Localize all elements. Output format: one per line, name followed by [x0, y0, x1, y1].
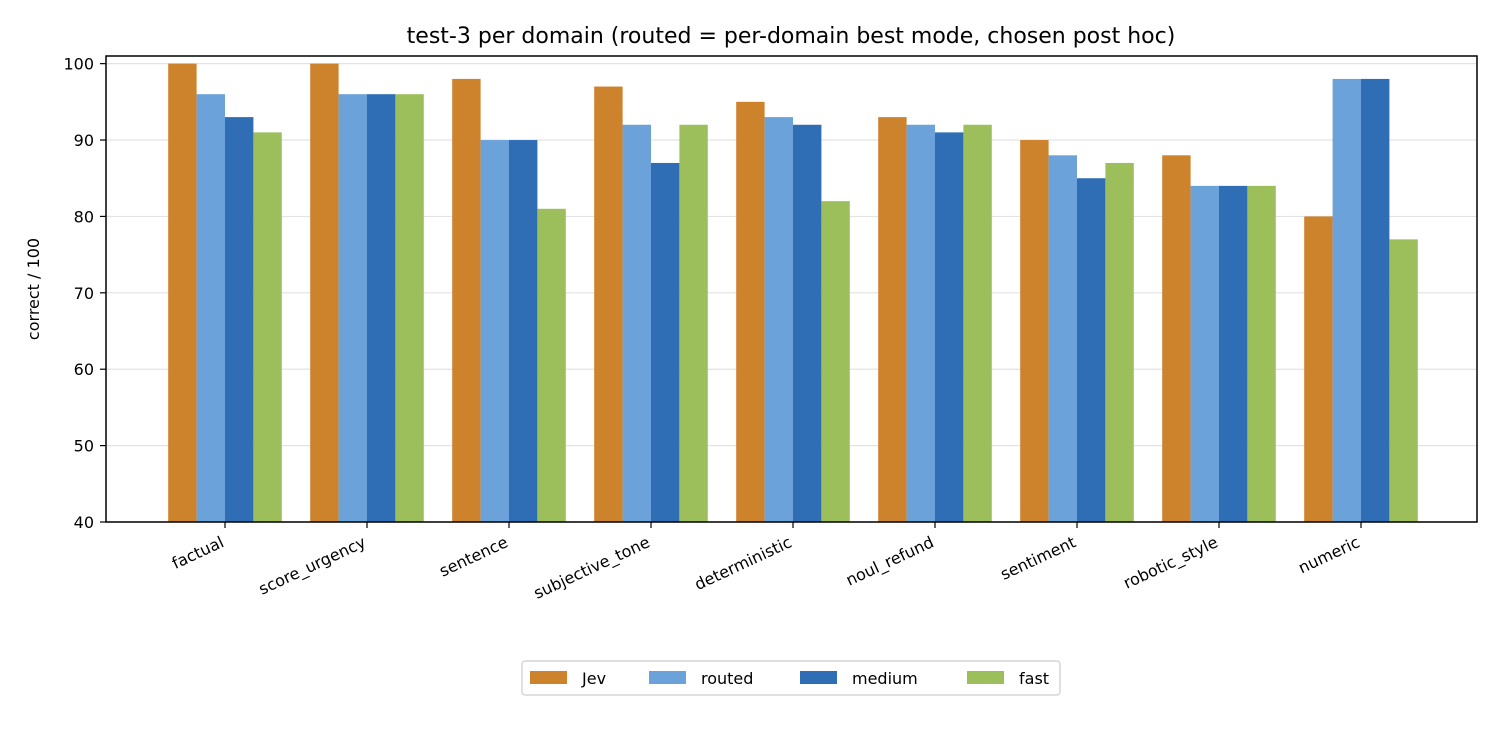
y-tick-label: 100 [63, 55, 94, 74]
bar-medium-deterministic [793, 124, 822, 523]
x-tick-label: factual [169, 532, 227, 572]
bar-medium-numeric [1361, 78, 1390, 522]
bar-routed-robotic_style [1190, 185, 1219, 523]
bar-fast-sentence [537, 208, 566, 523]
bar-fast-sentiment [1105, 162, 1134, 523]
legend-box [521, 660, 1061, 696]
legend-swatch-medium [800, 671, 837, 684]
legend: Jev routed medium fast [521, 660, 1061, 696]
legend-swatch-routed [649, 671, 686, 684]
x-tick-label: numeric [1295, 532, 1362, 577]
legend-label-fast: fast [1019, 669, 1049, 688]
x-tick-label: sentence [436, 532, 510, 580]
y-tick-label: 40 [74, 513, 94, 532]
bar-fast-score_urgency [395, 94, 424, 523]
y-tick-label: 50 [74, 437, 94, 456]
bar-medium-subjective_tone [651, 162, 680, 523]
y-axis: 40 50 60 70 80 90 100 [63, 55, 106, 532]
bars [168, 63, 1418, 523]
bar-Jev-noul_refund [878, 117, 907, 523]
x-tick-label: score_urgency [256, 532, 369, 599]
bar-medium-robotic_style [1219, 185, 1248, 523]
legend-label-medium: medium [852, 669, 918, 688]
x-tick-label: sentiment [997, 532, 1078, 583]
bar-routed-deterministic [764, 117, 793, 523]
bar-medium-sentiment [1077, 178, 1106, 523]
y-axis-label: correct / 100 [24, 238, 43, 340]
legend-label-routed: routed [701, 669, 753, 688]
bar-fast-noul_refund [963, 124, 992, 523]
bar-Jev-score_urgency [310, 63, 339, 522]
bar-routed-numeric [1332, 78, 1361, 522]
legend-swatch-Jev [530, 671, 567, 684]
legend-swatch-fast [967, 671, 1004, 684]
x-tick-label: subjective_tone [531, 532, 653, 603]
bar-fast-numeric [1389, 239, 1418, 522]
legend-label-Jev: Jev [581, 669, 606, 688]
bar-routed-sentiment [1048, 155, 1077, 523]
x-axis: factual score_urgency sentence subjective_t… [169, 522, 1363, 604]
x-tick-label: noul_refund [843, 532, 937, 590]
bar-Jev-factual [168, 63, 197, 522]
y-tick-label: 60 [74, 360, 94, 379]
y-tick-label: 70 [74, 284, 94, 303]
bar-fast-factual [253, 132, 282, 523]
bar-Jev-numeric [1304, 216, 1333, 523]
bar-routed-score_urgency [338, 94, 367, 523]
bar-Jev-deterministic [736, 101, 765, 523]
bar-fast-deterministic [821, 201, 850, 523]
bar-medium-factual [225, 117, 254, 523]
bar-medium-score_urgency [367, 94, 396, 523]
bar-routed-noul_refund [906, 124, 935, 523]
bar-fast-subjective_tone [679, 124, 708, 523]
y-tick-label: 90 [74, 131, 94, 150]
bar-Jev-sentence [452, 78, 481, 522]
bar-routed-sentence [480, 140, 509, 523]
x-tick-label: deterministic [692, 532, 795, 594]
bar-medium-sentence [509, 140, 538, 523]
bar-routed-subjective_tone [622, 124, 651, 523]
bar-routed-factual [196, 94, 225, 523]
bar-fast-robotic_style [1247, 185, 1276, 523]
bar-medium-noul_refund [935, 132, 964, 523]
y-tick-label: 80 [74, 207, 94, 226]
bar-Jev-subjective_tone [594, 86, 623, 523]
x-tick-label: robotic_style [1120, 532, 1221, 593]
plot-frame [105, 55, 1478, 523]
bar-Jev-sentiment [1020, 140, 1049, 523]
bar-Jev-robotic_style [1162, 155, 1191, 523]
chart-title: test-3 per domain (routed = per-domain b… [407, 24, 1176, 49]
